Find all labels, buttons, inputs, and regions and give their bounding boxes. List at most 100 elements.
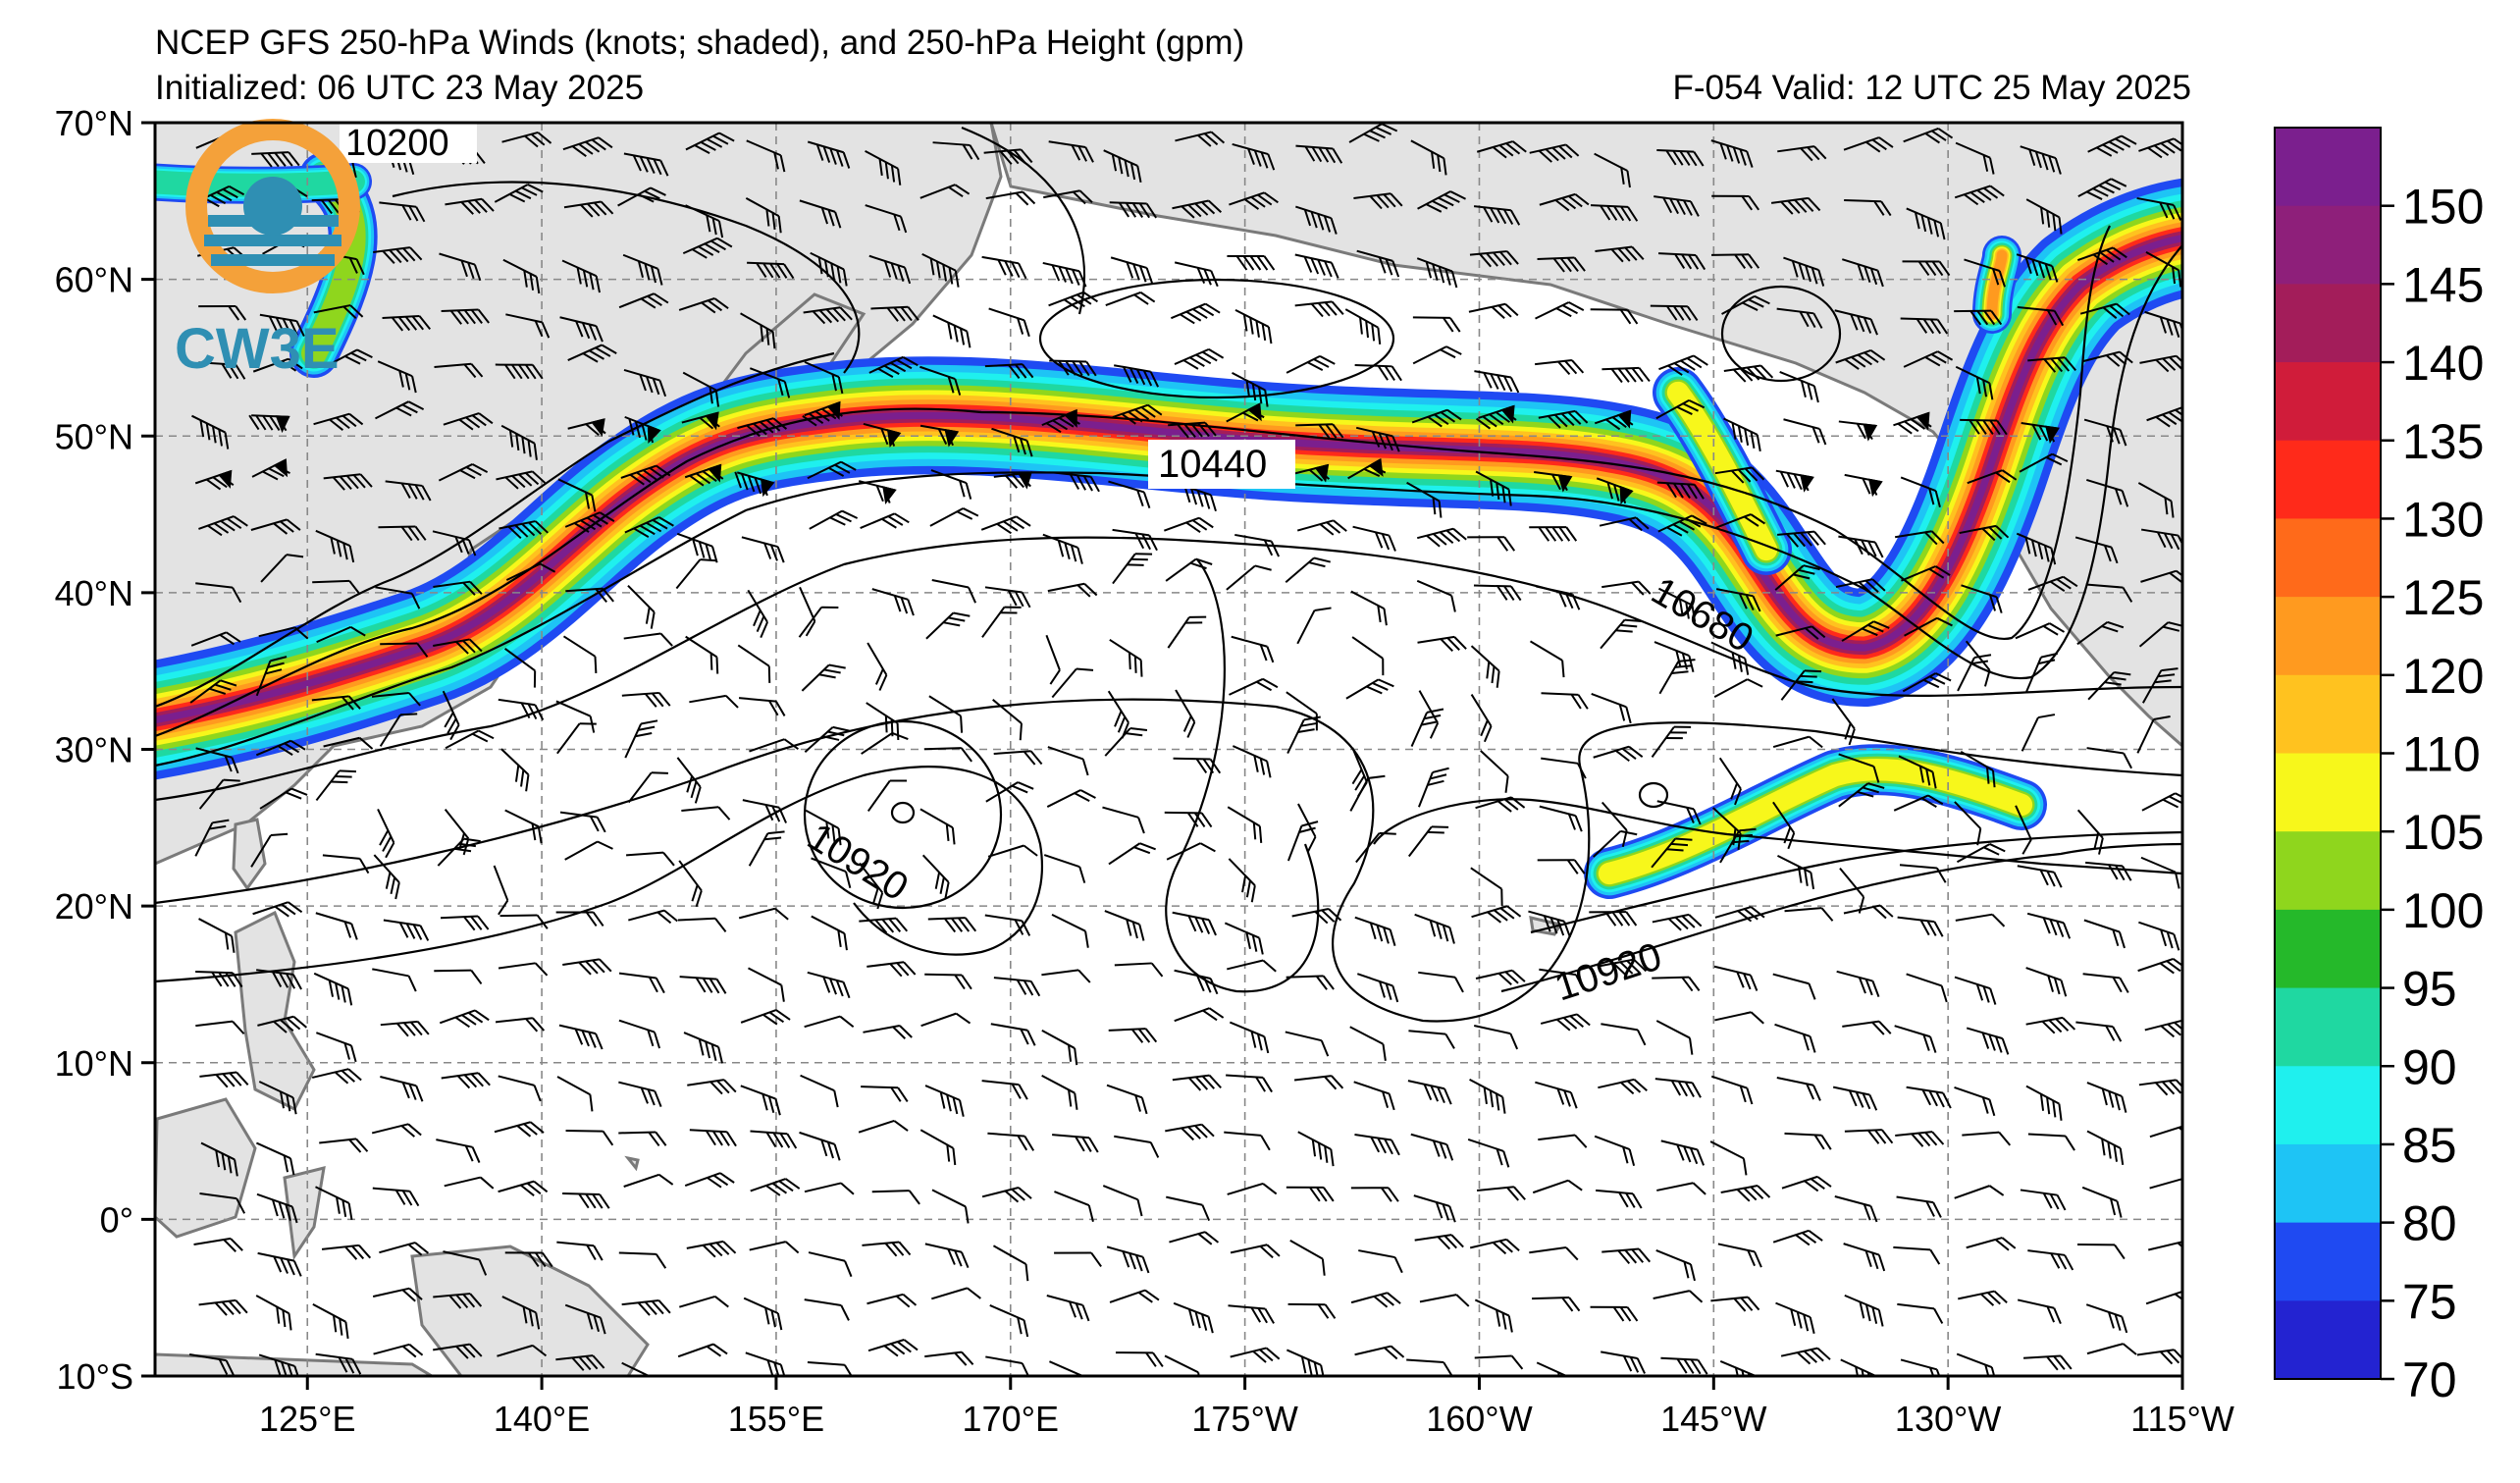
lat-label: 10°N bbox=[55, 1043, 133, 1084]
wind-barb bbox=[1714, 466, 1765, 484]
wind-barb bbox=[371, 691, 421, 707]
wind-barb bbox=[1657, 587, 1697, 622]
wind-barb bbox=[1042, 261, 1087, 288]
colorbar-swatch bbox=[2275, 1222, 2381, 1301]
wind-barb bbox=[1652, 976, 1701, 992]
wind-barb bbox=[315, 1186, 353, 1221]
wind-barb bbox=[1775, 625, 1826, 640]
wind-barb bbox=[1589, 911, 1638, 927]
wind-barb bbox=[624, 719, 658, 759]
wind-barb bbox=[2016, 532, 2057, 565]
wind-barb bbox=[1052, 1134, 1099, 1153]
wind-barb bbox=[1529, 526, 1578, 542]
wind-barb bbox=[740, 1009, 791, 1026]
wind-barb bbox=[2086, 1130, 2125, 1166]
wind-barb bbox=[1469, 1238, 1520, 1255]
wind-barb bbox=[987, 1132, 1035, 1151]
wind-barb bbox=[1163, 516, 1214, 533]
wind-barb bbox=[377, 808, 395, 859]
wind-barb bbox=[1713, 965, 1759, 991]
wind-barb bbox=[2081, 1186, 2123, 1218]
wind-barb bbox=[255, 739, 306, 757]
wind-barb bbox=[870, 305, 919, 322]
wind-barb bbox=[1601, 1351, 1646, 1374]
wind-barb bbox=[866, 779, 908, 813]
wind-barb bbox=[861, 732, 909, 755]
wind-barb bbox=[1711, 194, 1760, 211]
wind-barb bbox=[861, 1086, 909, 1103]
wind-barb bbox=[626, 851, 675, 867]
wind-barb bbox=[621, 1361, 656, 1376]
wind-barb bbox=[924, 1085, 965, 1117]
wind-barb bbox=[1234, 308, 1273, 344]
height-contour bbox=[155, 351, 835, 709]
height-contour-closed bbox=[1720, 285, 1842, 383]
lon-label: 115°W bbox=[2130, 1399, 2234, 1439]
wind-barb bbox=[1719, 827, 1757, 864]
wind-barb bbox=[556, 1076, 594, 1112]
colorbar-swatch bbox=[2275, 518, 2381, 598]
wind-barb bbox=[1656, 1182, 1706, 1195]
wind-barb bbox=[1594, 152, 1631, 188]
wind-barb bbox=[618, 292, 669, 309]
wind-barb bbox=[863, 422, 902, 449]
wind-barb bbox=[1108, 480, 1151, 509]
wind-barb bbox=[1776, 307, 1823, 329]
wind-barb bbox=[1230, 1244, 1281, 1259]
wind-barb bbox=[1354, 1134, 1400, 1156]
wind-barb bbox=[683, 1032, 723, 1064]
colorbar-label: 150 bbox=[2402, 180, 2484, 235]
wind-barb bbox=[627, 584, 656, 629]
colorbar-swatch bbox=[2275, 440, 2381, 519]
wind-barb bbox=[921, 252, 960, 288]
wind-barb bbox=[371, 1123, 422, 1138]
wind-barb bbox=[501, 132, 552, 148]
wind-barb bbox=[1660, 1139, 1706, 1166]
wind-barb bbox=[323, 348, 373, 369]
wind-barb bbox=[437, 837, 481, 867]
wind-barb bbox=[1841, 620, 1890, 642]
wind-barb bbox=[1470, 645, 1500, 688]
wind-barb bbox=[1844, 473, 1883, 498]
wind-barb bbox=[618, 972, 665, 994]
wind-barb bbox=[1536, 585, 1581, 610]
lat-label: 50°N bbox=[55, 416, 133, 456]
wind-barb bbox=[1590, 204, 1639, 222]
lon-label: 175°W bbox=[1191, 1399, 1297, 1439]
wind-barb bbox=[983, 148, 1033, 165]
wind-barb bbox=[1893, 1245, 1941, 1265]
wind-barb bbox=[445, 729, 495, 750]
wind-barb bbox=[1954, 1185, 2005, 1199]
wind-barb bbox=[931, 1189, 970, 1224]
wind-barb bbox=[313, 412, 364, 431]
lat-lon-grid bbox=[155, 123, 2182, 1376]
wind-barb bbox=[1906, 207, 1946, 240]
wind-barb bbox=[932, 141, 980, 161]
wind-barb bbox=[624, 415, 661, 444]
wind-barb bbox=[1353, 192, 1403, 210]
wind-barb bbox=[1469, 1079, 1506, 1114]
wind-barb bbox=[441, 1072, 491, 1089]
wind-barb bbox=[1112, 528, 1158, 552]
wind-barb bbox=[921, 854, 950, 900]
wind-barb bbox=[1166, 842, 1216, 861]
wind-barb bbox=[1227, 1182, 1278, 1195]
wind-barb bbox=[988, 307, 1030, 338]
wind-barb bbox=[687, 1079, 737, 1095]
wind-barb bbox=[372, 1187, 420, 1207]
wind-barb bbox=[198, 918, 236, 953]
wind-barb bbox=[1893, 411, 1932, 435]
wind-barb bbox=[567, 344, 617, 363]
wind-barb bbox=[684, 1172, 735, 1189]
wind-barb bbox=[919, 1129, 957, 1166]
wind-barb bbox=[2076, 620, 2125, 646]
wind-barb bbox=[2027, 1133, 2075, 1151]
colorbar-label: 145 bbox=[2402, 257, 2484, 312]
height-contour bbox=[155, 766, 1043, 983]
wind-barb bbox=[992, 1245, 1029, 1282]
wind-barb bbox=[256, 1141, 295, 1176]
wind-barb bbox=[1529, 143, 1580, 163]
wind-barb bbox=[1475, 404, 1517, 430]
wind-barb bbox=[2138, 1079, 2182, 1096]
